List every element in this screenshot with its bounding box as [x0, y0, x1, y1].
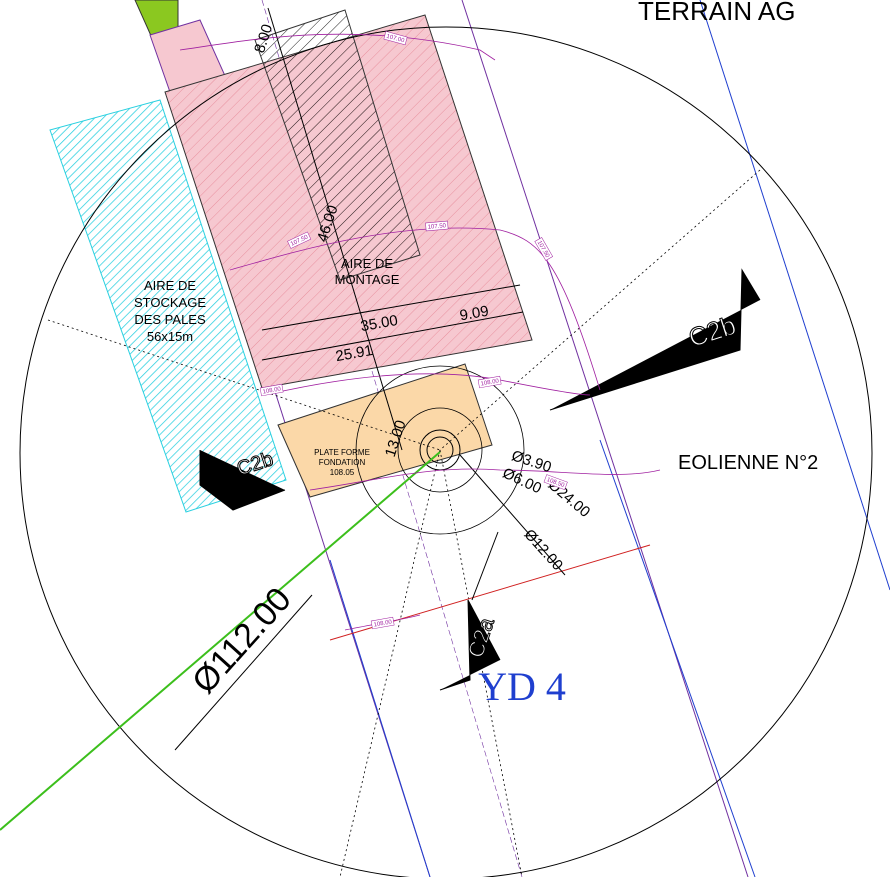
- platform: [278, 364, 492, 497]
- area-label: AIRE DE: [341, 256, 393, 271]
- area-label: PLATE FORME: [314, 448, 370, 457]
- turbine-label: EOLIENNE N°2: [678, 452, 818, 474]
- parcel-line: [330, 560, 430, 877]
- area-label: STOCKAGE: [134, 295, 206, 310]
- parcel-line: [700, 0, 890, 590]
- area-label: FONDATION: [319, 458, 366, 467]
- dimension: Ø112.00: [185, 580, 299, 700]
- parcel-line: [600, 440, 755, 877]
- title: TERRAIN AG: [638, 0, 795, 26]
- area-label: AIRE DE: [144, 278, 196, 293]
- road-edge: [462, 0, 748, 877]
- dimension: Ø12.00: [521, 526, 567, 574]
- area-label: MONTAGE: [335, 272, 400, 287]
- area-label: 56x15m: [147, 329, 193, 344]
- area-label: 108.05: [330, 468, 355, 477]
- plan: TERRAIN AGAIRE DEMONTAGEAIRE DESTOCKAGED…: [0, 0, 890, 877]
- area-label: DES PALES: [134, 312, 206, 327]
- parcel-label: YD 4: [478, 664, 566, 709]
